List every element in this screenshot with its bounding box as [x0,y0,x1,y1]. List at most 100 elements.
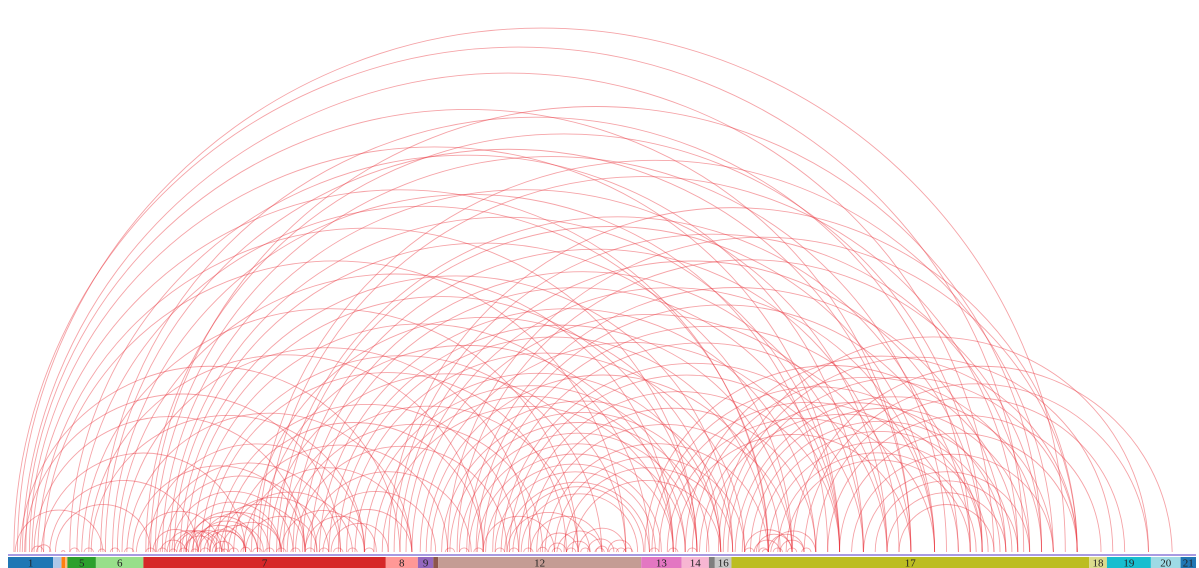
arc-link [36,544,52,553]
segment-bar [8,557,54,568]
segment-label: 13 [656,558,668,568]
arc-link [214,547,225,553]
arc-link [49,479,199,553]
segment-label: 21 [1183,558,1194,568]
segment-bar [1106,557,1151,568]
arc-link [251,316,722,553]
arc-link [898,504,995,553]
arc-link [252,547,263,553]
arc-link [595,545,609,553]
arc-link [565,547,577,553]
arc-link [758,430,1001,553]
segment-label: 1 [28,558,34,568]
arc-link [112,193,829,553]
arc-link [197,529,247,553]
arc-link [839,432,1078,553]
segment-bar [731,557,1090,568]
arc-link [785,459,971,553]
arc-link [276,547,287,553]
arc-link [209,524,264,553]
segment-label: 12 [534,558,545,568]
arc-link [211,540,235,553]
arc-link [240,546,251,553]
arc-link [31,545,45,553]
arc-link [447,236,1078,553]
arc-link [173,530,218,553]
arc-link [200,355,603,553]
arc-link [717,336,1149,553]
arc-link [456,259,1043,553]
arc-link [607,539,633,553]
arc-link [135,510,223,553]
arc-link [571,479,722,553]
arc-link [328,324,793,553]
arc-link [744,547,755,553]
arc-link [651,386,983,553]
arc-link [565,540,591,553]
arc-link [290,547,301,553]
arc-link [554,456,746,553]
arc-link [209,504,306,553]
arc-link [886,492,1007,553]
arc-link [363,547,375,553]
arc-link [227,491,353,553]
arc-link [276,216,959,553]
arc-link [183,535,217,553]
arc-link [387,207,1078,553]
arc-link [145,133,983,553]
arc-link [169,216,841,553]
segment-bar [65,557,68,568]
arc-link [304,547,315,553]
arc-link [523,547,534,553]
arc-link [40,452,247,553]
arc-link [851,453,1054,553]
arc-link [13,46,1025,553]
arc-link [691,376,1043,553]
arc-link [147,443,365,553]
arc-link [615,547,627,553]
arc-link [750,420,1013,553]
arc-link [475,304,971,553]
arc-link [55,504,152,553]
arc-link [741,407,1031,553]
segment-bar [61,557,66,568]
arc-link [405,287,936,553]
arc-link [658,401,959,553]
segment-bar [95,557,144,568]
segment-bar [438,557,642,568]
arc-link [21,72,995,553]
arc-link [468,443,686,553]
arc-link [734,396,1054,553]
segment-bar [67,557,96,568]
arc-link [188,511,270,553]
arc-link [116,273,674,553]
segment-label: 18 [1093,558,1105,568]
arc-link [156,462,342,553]
arc-link [90,415,365,553]
arc-link [761,549,769,553]
arc-link [527,407,817,553]
arc-link [207,372,567,553]
arc-link [430,400,734,553]
arc-link [473,547,484,553]
arc-link [219,496,330,553]
arc-link [161,189,888,553]
arc-link [767,533,805,553]
arc-link [687,547,698,553]
arc-link [171,490,294,553]
arc-link [157,547,168,553]
segment-bar [708,557,715,568]
arc-link [706,413,983,553]
arc-link [192,323,650,553]
arc-link [722,356,1114,553]
arc-link [17,27,1066,553]
arc-link [43,260,627,553]
arc-link [544,443,769,553]
arc-link [767,441,989,553]
arc-link [166,530,211,553]
arc-link [512,486,645,553]
arc-link [346,352,746,553]
arc-link [363,385,698,553]
arc-link [337,336,769,553]
